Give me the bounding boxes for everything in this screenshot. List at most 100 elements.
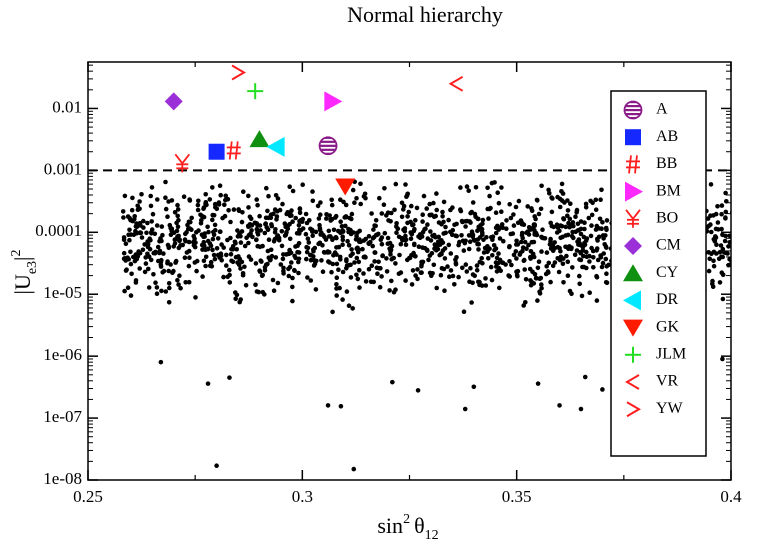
scan-point bbox=[415, 267, 420, 272]
scan-point bbox=[581, 234, 587, 240]
scan-point bbox=[514, 238, 519, 244]
scan-point bbox=[285, 251, 291, 257]
scan-point bbox=[334, 282, 339, 287]
scan-point bbox=[439, 221, 444, 227]
scan-point bbox=[590, 248, 596, 254]
scan-point bbox=[448, 268, 454, 273]
scan-point bbox=[406, 209, 412, 215]
scan-point bbox=[469, 230, 475, 236]
scan-point bbox=[536, 259, 542, 265]
scan-point bbox=[363, 195, 368, 201]
scan-point bbox=[227, 280, 233, 285]
scan-point bbox=[540, 227, 545, 232]
scan-point bbox=[563, 224, 569, 230]
scan-point bbox=[458, 207, 463, 212]
scan-point bbox=[334, 261, 340, 267]
model-marker-a bbox=[318, 136, 338, 156]
scan-point bbox=[538, 275, 544, 281]
scan-point bbox=[125, 255, 130, 260]
scan-point bbox=[487, 246, 492, 251]
scan-point bbox=[578, 231, 584, 237]
scan-point bbox=[582, 242, 588, 247]
scan-point bbox=[377, 284, 383, 290]
scan-point bbox=[334, 293, 340, 298]
scan-point bbox=[165, 214, 170, 219]
scan-point bbox=[139, 192, 144, 197]
scan-point bbox=[352, 260, 357, 265]
y-tick-label: 0.001 bbox=[44, 159, 82, 178]
scan-point bbox=[713, 211, 719, 217]
scan-point bbox=[549, 209, 555, 215]
scan-point bbox=[177, 273, 182, 279]
scan-point bbox=[522, 239, 528, 245]
scan-point bbox=[469, 300, 474, 305]
scan-point bbox=[489, 277, 495, 283]
scan-point bbox=[441, 199, 447, 205]
scan-point bbox=[292, 253, 297, 259]
scan-point bbox=[544, 250, 550, 255]
scan-point bbox=[286, 273, 292, 279]
scan-point bbox=[564, 253, 569, 259]
scan-point bbox=[323, 237, 329, 242]
scan-point bbox=[128, 293, 134, 298]
scan-point bbox=[719, 226, 724, 232]
scan-point bbox=[474, 263, 480, 268]
legend-entry-jlm: JLM bbox=[625, 345, 686, 363]
scan-point bbox=[362, 191, 368, 197]
scan-point bbox=[389, 243, 395, 249]
scan-point bbox=[265, 248, 271, 254]
scan-point bbox=[526, 242, 531, 248]
scan-point bbox=[175, 207, 181, 212]
scan-point bbox=[476, 224, 482, 230]
scan-point bbox=[350, 187, 356, 193]
scan-point bbox=[591, 265, 596, 270]
scan-point bbox=[518, 218, 524, 223]
scan-point bbox=[507, 244, 512, 249]
scan-point bbox=[304, 256, 309, 262]
scan-point bbox=[221, 245, 226, 250]
scan-point bbox=[151, 272, 156, 277]
scan-point bbox=[425, 222, 430, 227]
scan-point bbox=[584, 265, 589, 271]
scan-point bbox=[428, 229, 433, 234]
scan-point bbox=[471, 237, 477, 243]
scan-point bbox=[467, 279, 472, 285]
scan-point bbox=[427, 212, 433, 218]
scan-point bbox=[202, 243, 207, 248]
scan-point bbox=[203, 254, 209, 260]
scan-point bbox=[149, 231, 154, 236]
scan-point bbox=[582, 226, 587, 232]
scan-point bbox=[719, 211, 724, 217]
scan-point bbox=[587, 253, 592, 259]
scan-point bbox=[308, 257, 314, 263]
y-axis-label: |Ue3|2 bbox=[9, 250, 40, 295]
scan-point bbox=[211, 252, 217, 258]
scan-point bbox=[167, 285, 172, 291]
scan-point bbox=[495, 190, 501, 195]
scan-point bbox=[480, 232, 485, 237]
scan-point bbox=[161, 251, 166, 256]
scan-point bbox=[448, 251, 454, 256]
scan-point bbox=[569, 233, 575, 239]
scan-point bbox=[466, 188, 472, 193]
scan-point bbox=[212, 201, 218, 207]
scan-point bbox=[237, 299, 242, 305]
scan-point bbox=[719, 203, 725, 208]
scan-point bbox=[310, 189, 315, 194]
scan-point bbox=[600, 220, 605, 225]
scan-point bbox=[166, 300, 172, 305]
scan-point bbox=[222, 202, 227, 208]
scan-point bbox=[129, 271, 134, 277]
scan-point bbox=[427, 201, 433, 207]
scan-point bbox=[417, 235, 423, 241]
scan-point bbox=[265, 208, 270, 214]
scan-point bbox=[159, 224, 165, 229]
scan-point bbox=[275, 233, 281, 238]
scan-point bbox=[196, 198, 201, 204]
model-marker-gk bbox=[335, 178, 356, 196]
scan-point bbox=[274, 217, 279, 222]
scan-point bbox=[391, 255, 397, 261]
scan-point bbox=[289, 208, 294, 213]
scan-point bbox=[511, 212, 516, 217]
